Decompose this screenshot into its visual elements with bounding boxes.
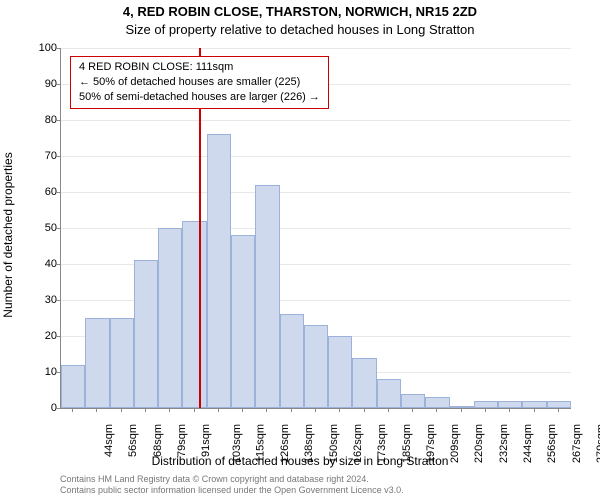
x-tick-label: 68sqm <box>152 424 164 457</box>
x-tick-mark <box>558 408 559 412</box>
grid-line <box>61 192 571 193</box>
y-tick-mark <box>56 264 60 265</box>
grid-line <box>61 156 571 157</box>
x-tick-mark <box>242 408 243 412</box>
y-tick-label: 70 <box>35 150 57 162</box>
y-tick-label: 10 <box>35 366 57 378</box>
x-tick-mark <box>364 408 365 412</box>
y-tick-mark <box>56 48 60 49</box>
histogram-bar <box>522 401 546 408</box>
y-tick-label: 80 <box>35 114 57 126</box>
annotation-line3: 50% of semi-detached houses are larger (… <box>79 90 320 105</box>
histogram-bar <box>547 401 571 408</box>
x-tick-mark <box>461 408 462 412</box>
histogram-bar <box>498 401 522 408</box>
histogram-bar <box>255 185 279 408</box>
histogram-bar <box>110 318 134 408</box>
y-tick-label: 40 <box>35 258 57 270</box>
chart-title-address: 4, RED ROBIN CLOSE, THARSTON, NORWICH, N… <box>0 4 600 19</box>
x-tick-mark <box>72 408 73 412</box>
x-tick-mark <box>388 408 389 412</box>
y-tick-label: 60 <box>35 186 57 198</box>
x-tick-mark <box>96 408 97 412</box>
x-tick-mark <box>169 408 170 412</box>
y-tick-mark <box>56 156 60 157</box>
x-tick-mark <box>534 408 535 412</box>
x-axis-label: Distribution of detached houses by size … <box>0 454 600 468</box>
footer-attribution: Contains HM Land Registry data © Crown c… <box>60 474 580 497</box>
x-tick-mark <box>485 408 486 412</box>
histogram-bar <box>352 358 376 408</box>
x-tick-mark <box>315 408 316 412</box>
y-tick-mark <box>56 408 60 409</box>
y-axis-label: Number of detached properties <box>1 152 15 317</box>
histogram-bar <box>450 406 474 408</box>
chart-title-sub: Size of property relative to detached ho… <box>0 22 600 37</box>
y-tick-mark <box>56 300 60 301</box>
x-tick-mark <box>266 408 267 412</box>
y-tick-mark <box>56 120 60 121</box>
histogram-bar <box>231 235 255 408</box>
y-tick-label: 50 <box>35 222 57 234</box>
histogram-bar <box>85 318 109 408</box>
annotation-line2: ← 50% of detached houses are smaller (22… <box>79 75 320 90</box>
histogram-bar <box>280 314 304 408</box>
chart-container: 4, RED ROBIN CLOSE, THARSTON, NORWICH, N… <box>0 0 600 500</box>
x-tick-mark <box>121 408 122 412</box>
histogram-bar <box>328 336 352 408</box>
x-tick-label: 91sqm <box>200 424 212 457</box>
y-tick-mark <box>56 336 60 337</box>
histogram-bar <box>401 394 425 408</box>
x-tick-mark <box>194 408 195 412</box>
histogram-bar <box>425 397 449 408</box>
x-tick-label: 56sqm <box>127 424 139 457</box>
y-tick-label: 90 <box>35 78 57 90</box>
annotation-line1: 4 RED ROBIN CLOSE: 111sqm <box>79 60 320 75</box>
y-tick-mark <box>56 84 60 85</box>
histogram-bar <box>474 401 498 408</box>
footer-line2: Contains public sector information licen… <box>60 485 580 496</box>
histogram-bar <box>182 221 206 408</box>
y-tick-label: 30 <box>35 294 57 306</box>
grid-line <box>61 228 571 229</box>
y-tick-mark <box>56 192 60 193</box>
y-tick-label: 20 <box>35 330 57 342</box>
x-tick-mark <box>412 408 413 412</box>
histogram-bar <box>158 228 182 408</box>
annotation-box: 4 RED ROBIN CLOSE: 111sqm ← 50% of detac… <box>70 56 329 109</box>
x-tick-mark <box>436 408 437 412</box>
grid-line <box>61 48 571 49</box>
histogram-bar <box>377 379 401 408</box>
y-tick-label: 100 <box>35 42 57 54</box>
y-tick-mark <box>56 372 60 373</box>
y-tick-label: 0 <box>35 402 57 414</box>
x-tick-mark <box>509 408 510 412</box>
histogram-bar <box>304 325 328 408</box>
x-tick-mark <box>339 408 340 412</box>
x-tick-label: 79sqm <box>176 424 188 457</box>
x-tick-mark <box>291 408 292 412</box>
y-tick-mark <box>56 228 60 229</box>
x-tick-label: 44sqm <box>103 424 115 457</box>
footer-line1: Contains HM Land Registry data © Crown c… <box>60 474 580 485</box>
histogram-bar <box>61 365 85 408</box>
histogram-bar <box>207 134 231 408</box>
histogram-bar <box>134 260 158 408</box>
grid-line <box>61 120 571 121</box>
x-tick-mark <box>145 408 146 412</box>
x-tick-mark <box>218 408 219 412</box>
